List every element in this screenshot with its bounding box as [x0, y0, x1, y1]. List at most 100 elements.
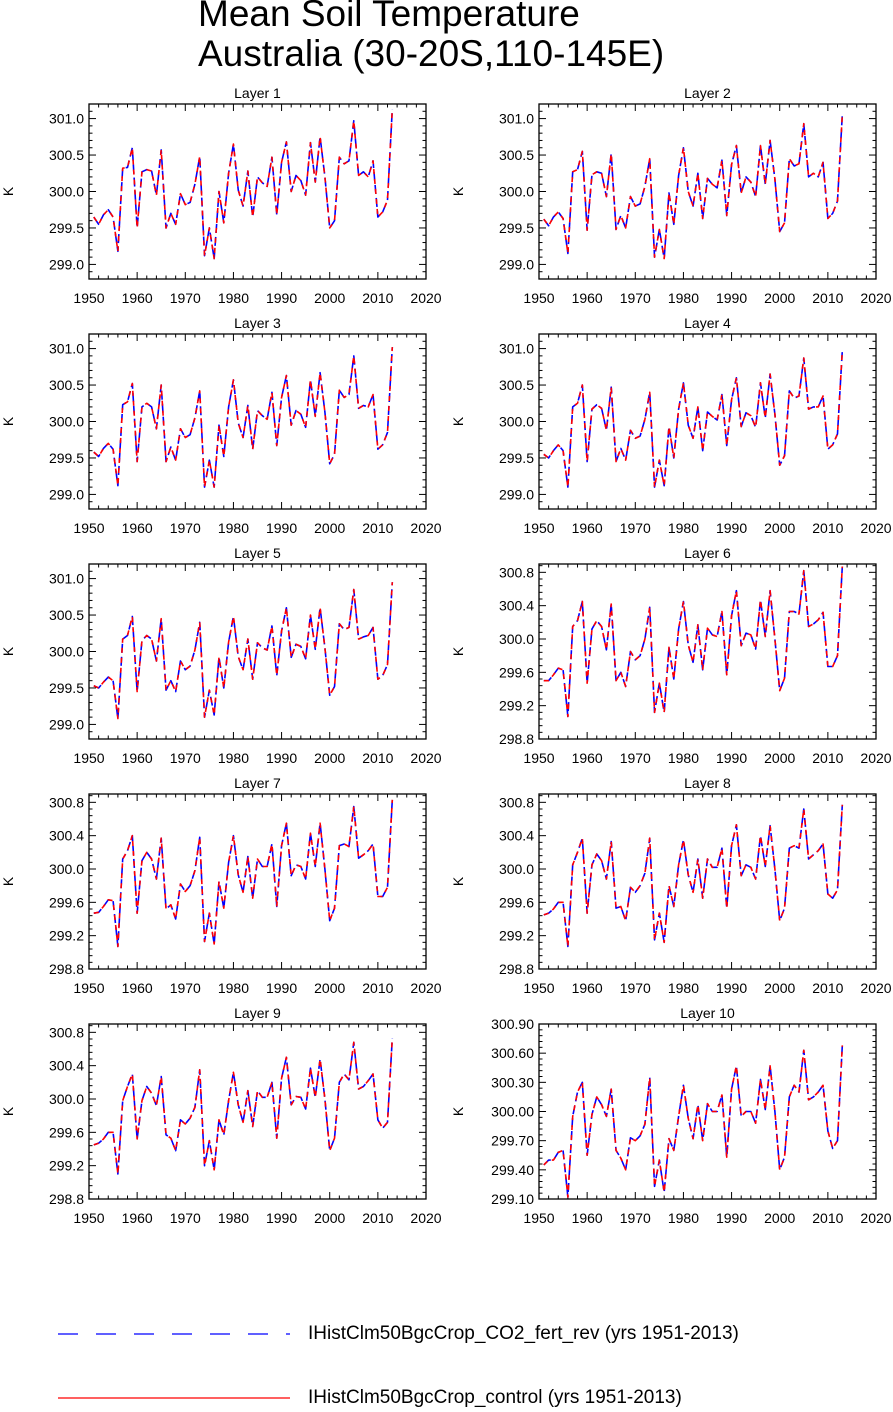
y-tick-label: 299.0 [499, 486, 534, 502]
series-line-control [93, 799, 394, 948]
x-tick-label: 1950 [523, 520, 554, 536]
plot-frame [538, 793, 877, 970]
x-tick-label: 2010 [362, 1210, 393, 1226]
legend-label: IHistClm50BgcCrop_control (yrs 1951-2013… [308, 1387, 682, 1408]
panel-title: Layer 2 [684, 85, 731, 101]
legend-item-control: IHistClm50BgcCrop_control (yrs 1951-2013… [58, 1386, 682, 1410]
y-tick-label: 301.0 [49, 571, 84, 587]
x-tick-label: 2010 [362, 290, 393, 306]
x-tick-label: 1980 [668, 290, 699, 306]
plot-frame [538, 563, 877, 740]
x-tick-label: 1950 [523, 750, 554, 766]
y-tick-label: 300.00 [491, 1104, 534, 1120]
series-line-control [543, 1045, 844, 1198]
y-axis-label: K [450, 1106, 466, 1116]
x-tick-label: 2020 [410, 520, 441, 536]
y-tick-label: 300.8 [499, 564, 534, 580]
panel-title: Layer 5 [234, 545, 281, 561]
y-tick-label: 299.5 [499, 220, 534, 236]
x-tick-label: 1970 [620, 520, 651, 536]
x-tick-label: 2000 [314, 980, 345, 996]
y-tick-label: 299.40 [491, 1162, 534, 1178]
x-tick-label: 1990 [716, 750, 747, 766]
x-tick-label: 1990 [716, 520, 747, 536]
x-tick-label: 1970 [170, 750, 201, 766]
y-axis-label: K [450, 646, 466, 656]
y-tick-label: 299.0 [49, 486, 84, 502]
x-tick-label: 1950 [523, 1210, 554, 1226]
x-tick-label: 1980 [668, 750, 699, 766]
panel-title: Layer 1 [234, 85, 281, 101]
y-axis-label: K [0, 876, 16, 886]
x-tick-label: 2010 [362, 520, 393, 536]
y-tick-label: 300.5 [499, 147, 534, 163]
chart-panel-6: Layer 6 K 1950 1960 1970 1980 1990 2000 2010 2020… [450, 545, 892, 766]
x-tick-label: 1970 [620, 980, 651, 996]
x-tick-label: 1950 [73, 750, 104, 766]
y-tick-label: 301.0 [499, 111, 534, 127]
x-tick-label: 2000 [314, 290, 345, 306]
y-tick-label: 299.2 [499, 928, 534, 944]
y-tick-label: 299.6 [49, 1124, 84, 1140]
x-tick-label: 1960 [122, 1210, 153, 1226]
y-axis-label: K [0, 416, 16, 426]
y-tick-label: 299.6 [499, 894, 534, 910]
x-tick-label: 2020 [410, 1210, 441, 1226]
title-line-1: Mean Soil Temperature [198, 0, 580, 34]
y-tick-label: 299.2 [499, 698, 534, 714]
page-title: Mean Soil Temperature Australia (30-20S,… [198, 0, 664, 74]
series-line-control [93, 109, 394, 260]
panel-title: Layer 3 [234, 315, 281, 331]
panel-title: Layer 6 [684, 545, 731, 561]
x-tick-label: 2020 [860, 750, 891, 766]
x-tick-label: 1960 [122, 980, 153, 996]
x-tick-label: 2000 [764, 290, 795, 306]
x-tick-label: 1990 [716, 290, 747, 306]
x-tick-label: 2010 [812, 1210, 843, 1226]
y-tick-label: 299.5 [49, 450, 84, 466]
x-tick-label: 1960 [572, 290, 603, 306]
x-tick-label: 2010 [362, 750, 393, 766]
x-tick-label: 1990 [716, 980, 747, 996]
y-tick-label: 299.5 [49, 220, 84, 236]
series-line-control [543, 566, 844, 718]
y-tick-label: 299.2 [49, 1158, 84, 1174]
chart-panel-1: Layer 1 K 1950 1960 1970 1980 1990 2000 2010 2020… [0, 85, 442, 306]
y-tick-label: 298.8 [499, 961, 534, 977]
x-tick-label: 2000 [764, 1210, 795, 1226]
x-tick-label: 2010 [812, 520, 843, 536]
title-line-2: Australia (30-20S,110-145E) [198, 33, 665, 74]
plot-frame [538, 333, 877, 510]
y-tick-label: 298.8 [49, 1191, 84, 1207]
y-tick-label: 300.0 [49, 184, 84, 200]
chart-panel-8: Layer 8 K 1950 1960 1970 1980 1990 2000 2010 2020… [450, 775, 892, 996]
x-tick-label: 1970 [170, 290, 201, 306]
y-axis-label: K [0, 186, 16, 196]
series-line-co2-fert-rev [543, 350, 844, 488]
x-tick-label: 1990 [266, 520, 297, 536]
y-tick-label: 300.5 [49, 147, 84, 163]
y-tick-label: 300.0 [499, 414, 534, 430]
x-tick-label: 1960 [572, 750, 603, 766]
y-tick-label: 300.4 [499, 598, 534, 614]
y-tick-label: 299.0 [499, 256, 534, 272]
x-tick-label: 2020 [410, 290, 441, 306]
legend-swatch-dashed [58, 1333, 290, 1335]
x-tick-label: 1960 [572, 520, 603, 536]
x-tick-label: 1960 [122, 520, 153, 536]
chart-panel-4: Layer 4 K 1950 1960 1970 1980 1990 2000 2010 2020… [450, 315, 892, 536]
x-tick-label: 2010 [362, 980, 393, 996]
x-tick-label: 1980 [668, 980, 699, 996]
x-tick-label: 2000 [314, 750, 345, 766]
panel-title: Layer 4 [684, 315, 731, 331]
x-tick-label: 1990 [716, 1210, 747, 1226]
x-tick-label: 1970 [620, 750, 651, 766]
y-tick-label: 301.0 [49, 341, 84, 357]
x-tick-label: 2000 [314, 520, 345, 536]
panel-title: Layer 8 [684, 775, 731, 791]
y-tick-label: 300.60 [491, 1045, 534, 1061]
x-tick-label: 1950 [73, 520, 104, 536]
panel-title: Layer 7 [234, 775, 281, 791]
chart-panel-9: Layer 9 K 1950 1960 1970 1980 1990 2000 2010 2020… [0, 1005, 442, 1226]
x-tick-label: 2020 [860, 1210, 891, 1226]
